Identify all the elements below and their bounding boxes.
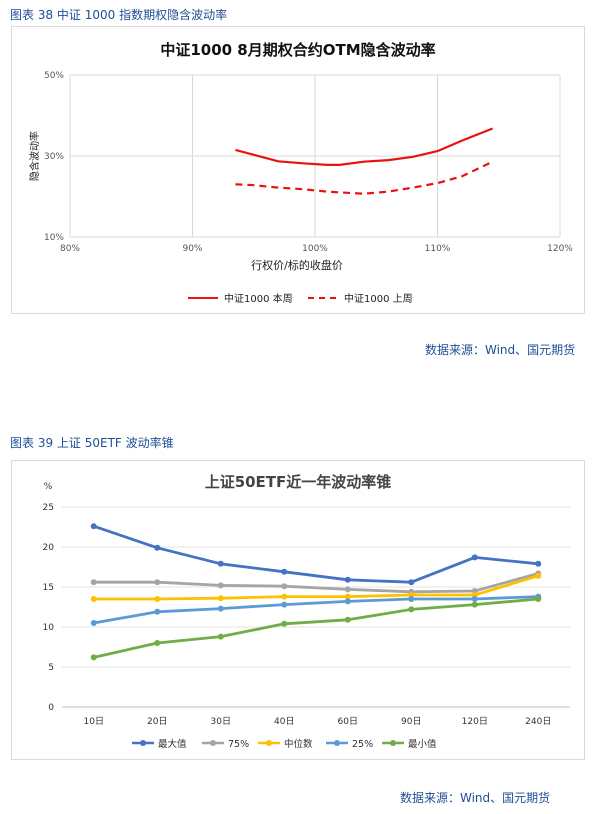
legend-label-1: 最大值 — [158, 738, 187, 750]
legend-marker-3 — [266, 740, 272, 746]
series-line-1 — [93, 524, 539, 584]
x-tick-label: 110% — [425, 244, 451, 254]
figure-39-source: 数据来源：Wind、国元期货 — [400, 791, 551, 805]
legend-label-1: 中证1000 本周 — [224, 292, 293, 305]
x-tick-label: 90日 — [401, 716, 421, 727]
volatility-cone-chart: 上证50ETF近一年波动率锥% 0 5 10 15 20 25 10日 20日 30日 40日 60日… — [43, 473, 570, 750]
series-point-3 — [344, 593, 351, 600]
series-point-3 — [535, 572, 542, 579]
series-point-5 — [90, 654, 97, 661]
series-point-3 — [281, 593, 288, 600]
x-tick-label: 100% — [302, 244, 328, 254]
y-tick-label: 5 — [48, 663, 54, 673]
series-point-4 — [90, 620, 97, 626]
chart-2-frame: 上证50ETF近一年波动率锥% 0 5 10 15 20 25 10日 20日 30日 40日 60日… — [11, 460, 585, 760]
legend-marker-5 — [390, 740, 396, 746]
y-axis-title: 隐含波动率 — [28, 131, 41, 181]
legend-marker-4 — [334, 740, 340, 746]
series-line-3 — [93, 574, 539, 601]
x-tick-label: 10日 — [84, 716, 104, 727]
y-tick-label: 50% — [44, 71, 64, 81]
x-tick-label: 20日 — [147, 716, 167, 727]
series-point-2 — [344, 586, 351, 593]
series-point-4 — [344, 598, 351, 605]
series-point-5 — [217, 633, 224, 640]
series-line-2 — [235, 160, 494, 195]
y-tick-label: 30% — [44, 152, 64, 162]
legend-label-3: 中位数 — [284, 738, 313, 750]
y-tick-label: 10% — [44, 233, 64, 243]
legend-label-4: 25% — [352, 739, 373, 750]
series-point-4 — [217, 605, 224, 612]
x-tick-label: 60日 — [338, 716, 358, 727]
series-line-1 — [235, 127, 494, 166]
series-point-3 — [154, 596, 161, 602]
y-tick-label: 10 — [43, 623, 55, 633]
series-point-2 — [154, 579, 161, 586]
series-point-3 — [217, 595, 224, 602]
series-point-2 — [217, 582, 224, 589]
y-tick-label: 0 — [48, 703, 54, 713]
x-tick-label: 120日 — [462, 716, 488, 727]
legend-marker-1 — [140, 740, 146, 746]
x-tick-label: 240日 — [525, 716, 551, 727]
series-point-1 — [471, 554, 478, 561]
chart-title: 上证50ETF近一年波动率锥 — [205, 473, 392, 491]
y-tick-label: 25 — [43, 503, 54, 513]
series-point-2 — [90, 579, 97, 586]
x-tick-label: 90% — [182, 244, 202, 254]
x-tick-label: 40日 — [274, 716, 294, 727]
series-point-1 — [535, 560, 542, 567]
series-point-4 — [471, 596, 478, 602]
legend-marker-2 — [210, 740, 216, 746]
series-point-5 — [281, 620, 288, 627]
x-tick-label: 120% — [547, 244, 573, 254]
series-point-5 — [408, 606, 415, 613]
y-tick-label: 15 — [43, 583, 54, 593]
series-line-5 — [93, 597, 539, 659]
series-point-5 — [535, 596, 542, 602]
x-tick-label: 30日 — [211, 716, 231, 727]
implied-volatility-chart: 中证1000 8月期权合约OTM隐含波动率 80% 90% 100% 110% 120% 1… — [28, 41, 573, 305]
figure-39-caption: 图表 39 上证 50ETF 波动率锥 — [10, 436, 174, 450]
series-point-1 — [281, 568, 288, 575]
series-line-2 — [93, 572, 539, 594]
x-axis-title: 行权价/标的收盘价 — [251, 258, 343, 272]
series-point-2 — [281, 583, 288, 590]
series-point-5 — [344, 616, 351, 623]
chart-title: 中证1000 8月期权合约OTM隐含波动率 — [160, 41, 435, 59]
y-axis-unit: % — [44, 482, 53, 492]
y-tick-label: 20 — [43, 543, 55, 553]
series-point-4 — [408, 596, 415, 602]
series-point-3 — [90, 596, 97, 602]
series-point-1 — [217, 560, 224, 567]
series-point-1 — [408, 579, 415, 586]
legend-label-2: 中证1000 上周 — [344, 292, 413, 305]
series-point-5 — [154, 640, 161, 646]
series-point-1 — [154, 544, 161, 551]
series-point-4 — [154, 608, 161, 615]
series-point-1 — [90, 523, 97, 530]
x-tick-label: 80% — [60, 244, 80, 254]
figure-38-source: 数据来源：Wind、国元期货 — [425, 343, 576, 357]
legend-label-2: 75% — [228, 739, 249, 750]
chart-1-frame: 中证1000 8月期权合约OTM隐含波动率 80% 90% 100% 110% 120% 1… — [11, 26, 585, 314]
legend-label-5: 最小值 — [408, 738, 437, 750]
series-point-5 — [471, 601, 478, 608]
series-point-4 — [281, 601, 288, 608]
figure-38-caption: 图表 38 中证 1000 指数期权隐含波动率 — [10, 8, 228, 22]
series-line-4 — [93, 595, 539, 625]
series-point-1 — [344, 576, 351, 583]
